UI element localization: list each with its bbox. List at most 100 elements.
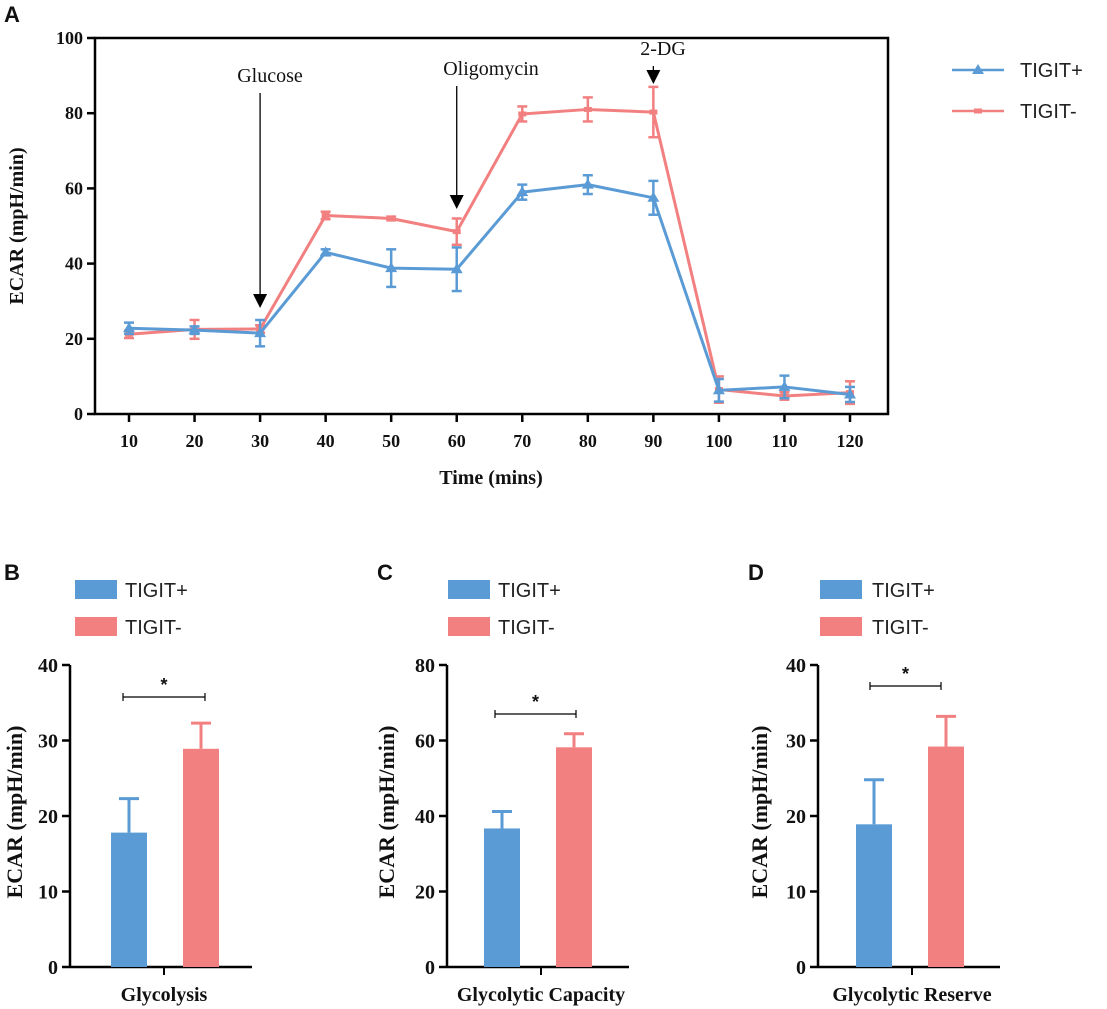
x-axis-title: Time (mins) (439, 467, 543, 489)
annotation-label: 2-DG (640, 38, 686, 60)
bar-tigit-pos (111, 832, 147, 967)
y-tick-label: 20 (38, 806, 58, 828)
x-tick-label: 40 (317, 431, 335, 451)
data-point-tigit-neg (452, 229, 461, 235)
panel-letter-c: C (377, 560, 393, 585)
panel-b-bar-chart: B TIGIT+ TIGIT- 0 10 20 30 40 * Glycolysis ECAR (m… (2, 560, 252, 1006)
y-axis-title: ECAR (mpH/min) (374, 726, 399, 899)
x-tick-label: 80 (579, 431, 597, 451)
y-tick-label: 0 (48, 957, 58, 979)
y-tick-label: 20 (786, 806, 806, 828)
y-tick-label: 100 (56, 28, 83, 48)
y-tick-label: 60 (65, 178, 83, 198)
y-tick-label: 80 (65, 103, 83, 123)
y-tick-label: 0 (74, 404, 83, 424)
legend-swatch-tigit-pos (820, 580, 862, 599)
panel-c-bar-chart: C TIGIT+ TIGIT- 0 20 40 60 80 * Glycolytic Capaci… (374, 560, 629, 1006)
data-point-tigit-pos (778, 380, 791, 391)
y-axis-title: ECAR (mpH/min) (6, 147, 28, 304)
bar-tigit-neg (556, 747, 592, 967)
y-tick-label: 40 (415, 806, 435, 828)
x-tick-label: 70 (513, 431, 531, 451)
legend-swatch-tigit-neg (448, 617, 490, 636)
x-tick-label: 110 (771, 431, 797, 451)
data-point-tigit-pos (188, 324, 201, 335)
x-tick-label: 100 (705, 431, 732, 451)
y-tick-label: 10 (786, 882, 806, 904)
significance-star: * (902, 664, 909, 684)
legend-label-tigit-pos: TIGIT+ (125, 580, 188, 602)
legend-item-tigit-pos: TIGIT+ (952, 60, 1083, 82)
legend-label-tigit-neg: TIGIT- (872, 617, 929, 639)
y-tick-label: 60 (415, 731, 435, 753)
legend-label-tigit-pos: TIGIT+ (498, 580, 561, 602)
panel-d-bar-chart: D TIGIT+ TIGIT- 0 10 20 30 40 * Glycolytic Reserv… (747, 560, 1000, 1006)
legend-swatch-tigit-pos (448, 580, 490, 599)
data-point-tigit-neg (583, 106, 592, 112)
series-line-tigit-neg (128, 107, 851, 398)
series-lines (123, 85, 856, 406)
data-point-tigit-neg (518, 111, 527, 117)
legend-label-tigit-pos: TIGIT+ (872, 580, 935, 602)
data-point-tigit-pos (254, 327, 267, 338)
x-axis-title: Glycolytic Reserve (832, 984, 991, 1006)
annotation-arrow-head (646, 70, 661, 84)
x-tick-label: 50 (382, 431, 400, 451)
series-line-tigit-pos (128, 183, 851, 396)
injection-annotations: Glucose Oligomycin 2-DG (237, 38, 686, 308)
bar-tigit-neg (928, 746, 964, 967)
y-tick-label: 0 (796, 957, 806, 979)
data-point-tigit-neg (321, 212, 330, 218)
data-point-tigit-pos (712, 384, 725, 395)
x-tick-label: 90 (644, 431, 662, 451)
x-axis-ticks: 10 20 30 40 50 60 70 80 90 100 110 120 (120, 414, 864, 451)
y-tick-label: 40 (38, 655, 58, 677)
y-tick-label: 10 (38, 882, 58, 904)
legend-label-tigit-neg: TIGIT- (125, 617, 182, 639)
legend-swatch-tigit-neg (75, 617, 117, 636)
panel-letter-a: A (4, 2, 20, 27)
legend-swatch-tigit-neg (820, 617, 862, 636)
legend: TIGIT+ TIGIT- (952, 60, 1083, 123)
panel-letter-b: B (4, 560, 20, 585)
annotation-label: Oligomycin (443, 58, 539, 80)
panel-letter-d: D (748, 560, 764, 585)
legend-label-tigit-neg: TIGIT- (1020, 101, 1077, 123)
significance-star: * (160, 675, 167, 695)
y-tick-label: 30 (786, 731, 806, 753)
annotation-arrow-head (253, 294, 268, 308)
x-tick-label: 10 (120, 431, 138, 451)
data-point-tigit-pos (450, 263, 463, 274)
y-tick-label: 40 (786, 655, 806, 677)
x-tick-label: 20 (186, 431, 204, 451)
legend-label-tigit-pos: TIGIT+ (1020, 60, 1083, 82)
y-tick-label: 0 (425, 957, 435, 979)
legend-triangle-marker (972, 64, 984, 74)
significance-star: * (532, 692, 539, 712)
x-tick-label: 60 (448, 431, 466, 451)
bar-tigit-pos (856, 824, 892, 967)
y-tick-label: 40 (65, 254, 83, 274)
data-point-tigit-pos (385, 262, 398, 273)
x-tick-label: 30 (251, 431, 269, 451)
plot-frame (93, 36, 890, 416)
y-tick-label: 20 (415, 882, 435, 904)
data-point-tigit-pos (581, 178, 594, 189)
y-tick-label: 20 (65, 329, 83, 349)
data-point-tigit-pos (844, 388, 856, 399)
bar-tigit-neg (183, 748, 219, 967)
y-axis-ticks: 0 20 40 60 80 100 (56, 28, 95, 424)
legend-label-tigit-neg: TIGIT- (498, 617, 555, 639)
data-point-tigit-pos (319, 246, 332, 257)
data-point-tigit-pos (123, 322, 135, 333)
x-axis-title: Glycolysis (121, 984, 208, 1006)
annotation-arrow-head (449, 195, 464, 209)
data-point-tigit-pos (647, 191, 660, 202)
legend-dash-marker (974, 108, 982, 114)
x-axis-title: Glycolytic Capacity (457, 984, 625, 1006)
data-point-tigit-neg (387, 215, 396, 221)
data-point-tigit-neg (649, 109, 658, 115)
y-tick-label: 80 (415, 655, 435, 677)
y-axis-title: ECAR (mpH/min) (2, 726, 27, 899)
